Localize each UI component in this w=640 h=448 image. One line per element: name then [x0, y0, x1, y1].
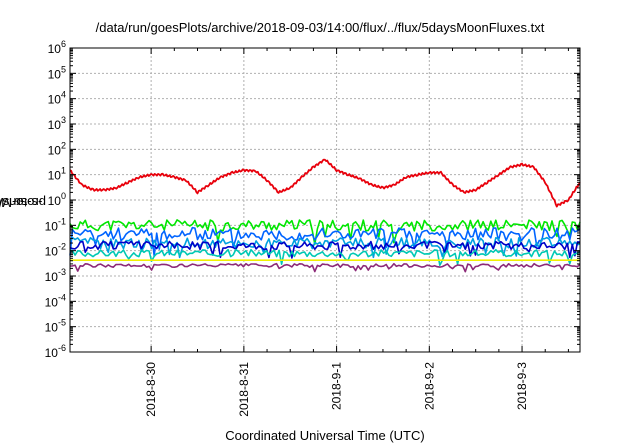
series-line-5 [69, 240, 581, 259]
chart-title: /data/run/goesPlots/archive/2018-09-03/1… [95, 20, 545, 35]
y-tick-label: 106 [48, 39, 66, 56]
y-tick-label: 105 [48, 64, 66, 81]
series-lines [69, 158, 581, 273]
x-tick-label: 2018-8-31 [237, 362, 251, 417]
y-tick-label: 10-2 [45, 242, 66, 259]
x-tick-label: 2018-9-3 [515, 362, 529, 410]
grid-lines [70, 48, 580, 352]
y-tick-label: 10-4 [45, 292, 66, 309]
y-tick-label: 101 [48, 166, 66, 183]
series-line-4 [69, 236, 581, 259]
y-tick-label: 10-1 [45, 216, 66, 233]
y-tick-label: 102 [48, 140, 66, 157]
series-line-3 [69, 226, 581, 257]
y-tick-label: 10-6 [45, 343, 66, 360]
y-tick-label: 104 [48, 90, 66, 107]
x-axis-label: Coordinated Universal Time (UTC) [225, 428, 425, 443]
y-axis-ticks: 10-6 10-5 10-4 10-3 10-2 10-1 100 101 102 103 104 1… [45, 39, 580, 360]
x-tick-label: 2018-9-2 [422, 362, 436, 410]
series-line-1 [69, 158, 581, 208]
y-tick-label: 10-5 [45, 318, 66, 335]
x-axis-ticks: 2018-8-30 2018-8-31 2018-9-1 2018-9-2 2018-9… [144, 48, 569, 417]
y-tick-label: 103 [48, 115, 66, 132]
series-line-6 [69, 248, 581, 266]
y-tick-label: 10-3 [45, 267, 66, 284]
x-tick-label: 2018-8-30 [144, 362, 158, 417]
x-tick-label: 2018-9-1 [330, 362, 344, 410]
series-line-8 [69, 262, 581, 273]
y-tick-label: 100 [48, 191, 66, 208]
